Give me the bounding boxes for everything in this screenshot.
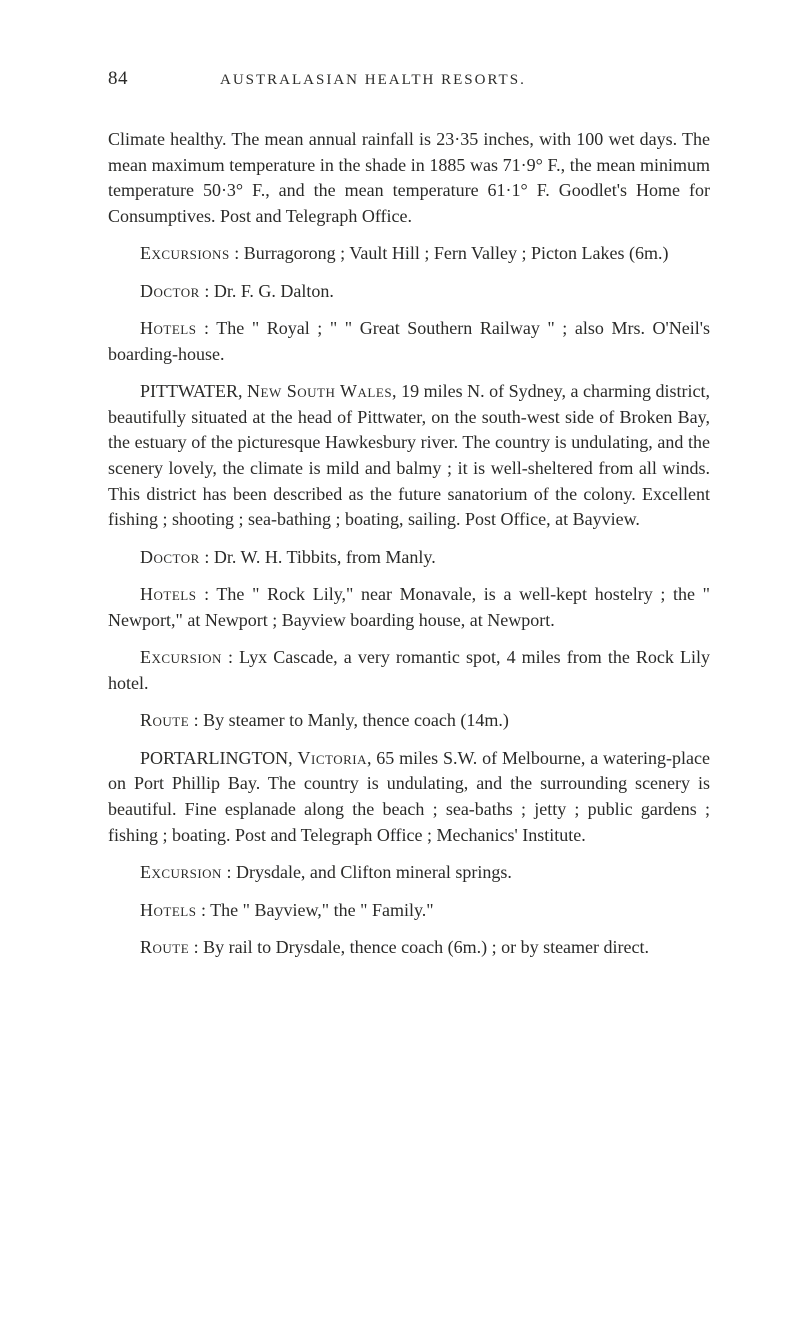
running-head: AUSTRALASIAN HEALTH RESORTS.	[220, 70, 526, 91]
text: : The " Rock Lily," near Monavale, is a …	[108, 584, 710, 630]
page-header: 84 AUSTRALASIAN HEALTH RESORTS.	[108, 66, 710, 93]
text: : Dr. F. G. Dalton.	[200, 281, 334, 301]
paragraph-excursion-lyx: Excursion : Lyx Cascade, a very romantic…	[108, 645, 710, 696]
paragraph-hotels-bayview: Hotels : The " Bayview," the " Family."	[108, 898, 710, 924]
lead-route: Route	[140, 710, 189, 730]
paragraph-route-drysdale: Route : By rail to Drysdale, thence coac…	[108, 935, 710, 961]
text: : The " Bayview," the " Family."	[196, 900, 433, 920]
lead-doctor: Doctor	[140, 547, 200, 567]
paragraph-hotels-rocklily: Hotels : The " Rock Lily," near Monavale…	[108, 582, 710, 633]
page-number: 84	[108, 66, 128, 93]
text: , 19 miles N. of Sydney, a charming dist…	[108, 381, 710, 529]
paragraph-hotels-royal: Hotels : The " Royal ; " " Great Souther…	[108, 316, 710, 367]
paragraph-route-manly: Route : By steamer to Manly, thence coac…	[108, 708, 710, 734]
lead-hotels: Hotels	[140, 318, 196, 338]
lead-hotels: Hotels	[140, 584, 196, 604]
page: 84 AUSTRALASIAN HEALTH RESORTS. Climate …	[0, 0, 800, 1319]
paragraph-doctor-dalton: Doctor : Dr. F. G. Dalton.	[108, 279, 710, 305]
paragraph-excursion-drysdale: Excursion : Drysdale, and Clifton minera…	[108, 860, 710, 886]
place-name-pittwater: PITTWATER,	[140, 381, 247, 401]
lead-hotels: Hotels	[140, 900, 196, 920]
paragraph-portarlington: PORTARLINGTON, Victoria, 65 miles S.W. o…	[108, 746, 710, 848]
region-nsw: New South Wales	[247, 381, 392, 401]
paragraph-climate: Climate healthy. The mean annual rainfal…	[108, 127, 710, 229]
text: : Drysdale, and Clifton mineral springs.	[222, 862, 512, 882]
lead-route: Route	[140, 937, 189, 957]
text: : By rail to Drysdale, thence coach (6m.…	[189, 937, 649, 957]
text: : By steamer to Manly, thence coach (14m…	[189, 710, 509, 730]
lead-excursions: Excursions	[140, 243, 230, 263]
text: : The " Royal ; " " Great Southern Railw…	[108, 318, 710, 364]
paragraph-doctor-tibbits: Doctor : Dr. W. H. Tibbits, from Manly.	[108, 545, 710, 571]
text: : Burragorong ; Vault Hill ; Fern Valley…	[230, 243, 669, 263]
place-name-portarlington: PORTARLINGTON,	[140, 748, 297, 768]
paragraph-pittwater: PITTWATER, New South Wales, 19 miles N. …	[108, 379, 710, 532]
lead-excursion: Excursion	[140, 647, 222, 667]
paragraph-excursions-picton: Excursions : Burragorong ; Vault Hill ; …	[108, 241, 710, 267]
lead-excursion: Excursion	[140, 862, 222, 882]
region-victoria: Victoria	[297, 748, 366, 768]
text: : Dr. W. H. Tibbits, from Manly.	[200, 547, 436, 567]
lead-doctor: Doctor	[140, 281, 200, 301]
